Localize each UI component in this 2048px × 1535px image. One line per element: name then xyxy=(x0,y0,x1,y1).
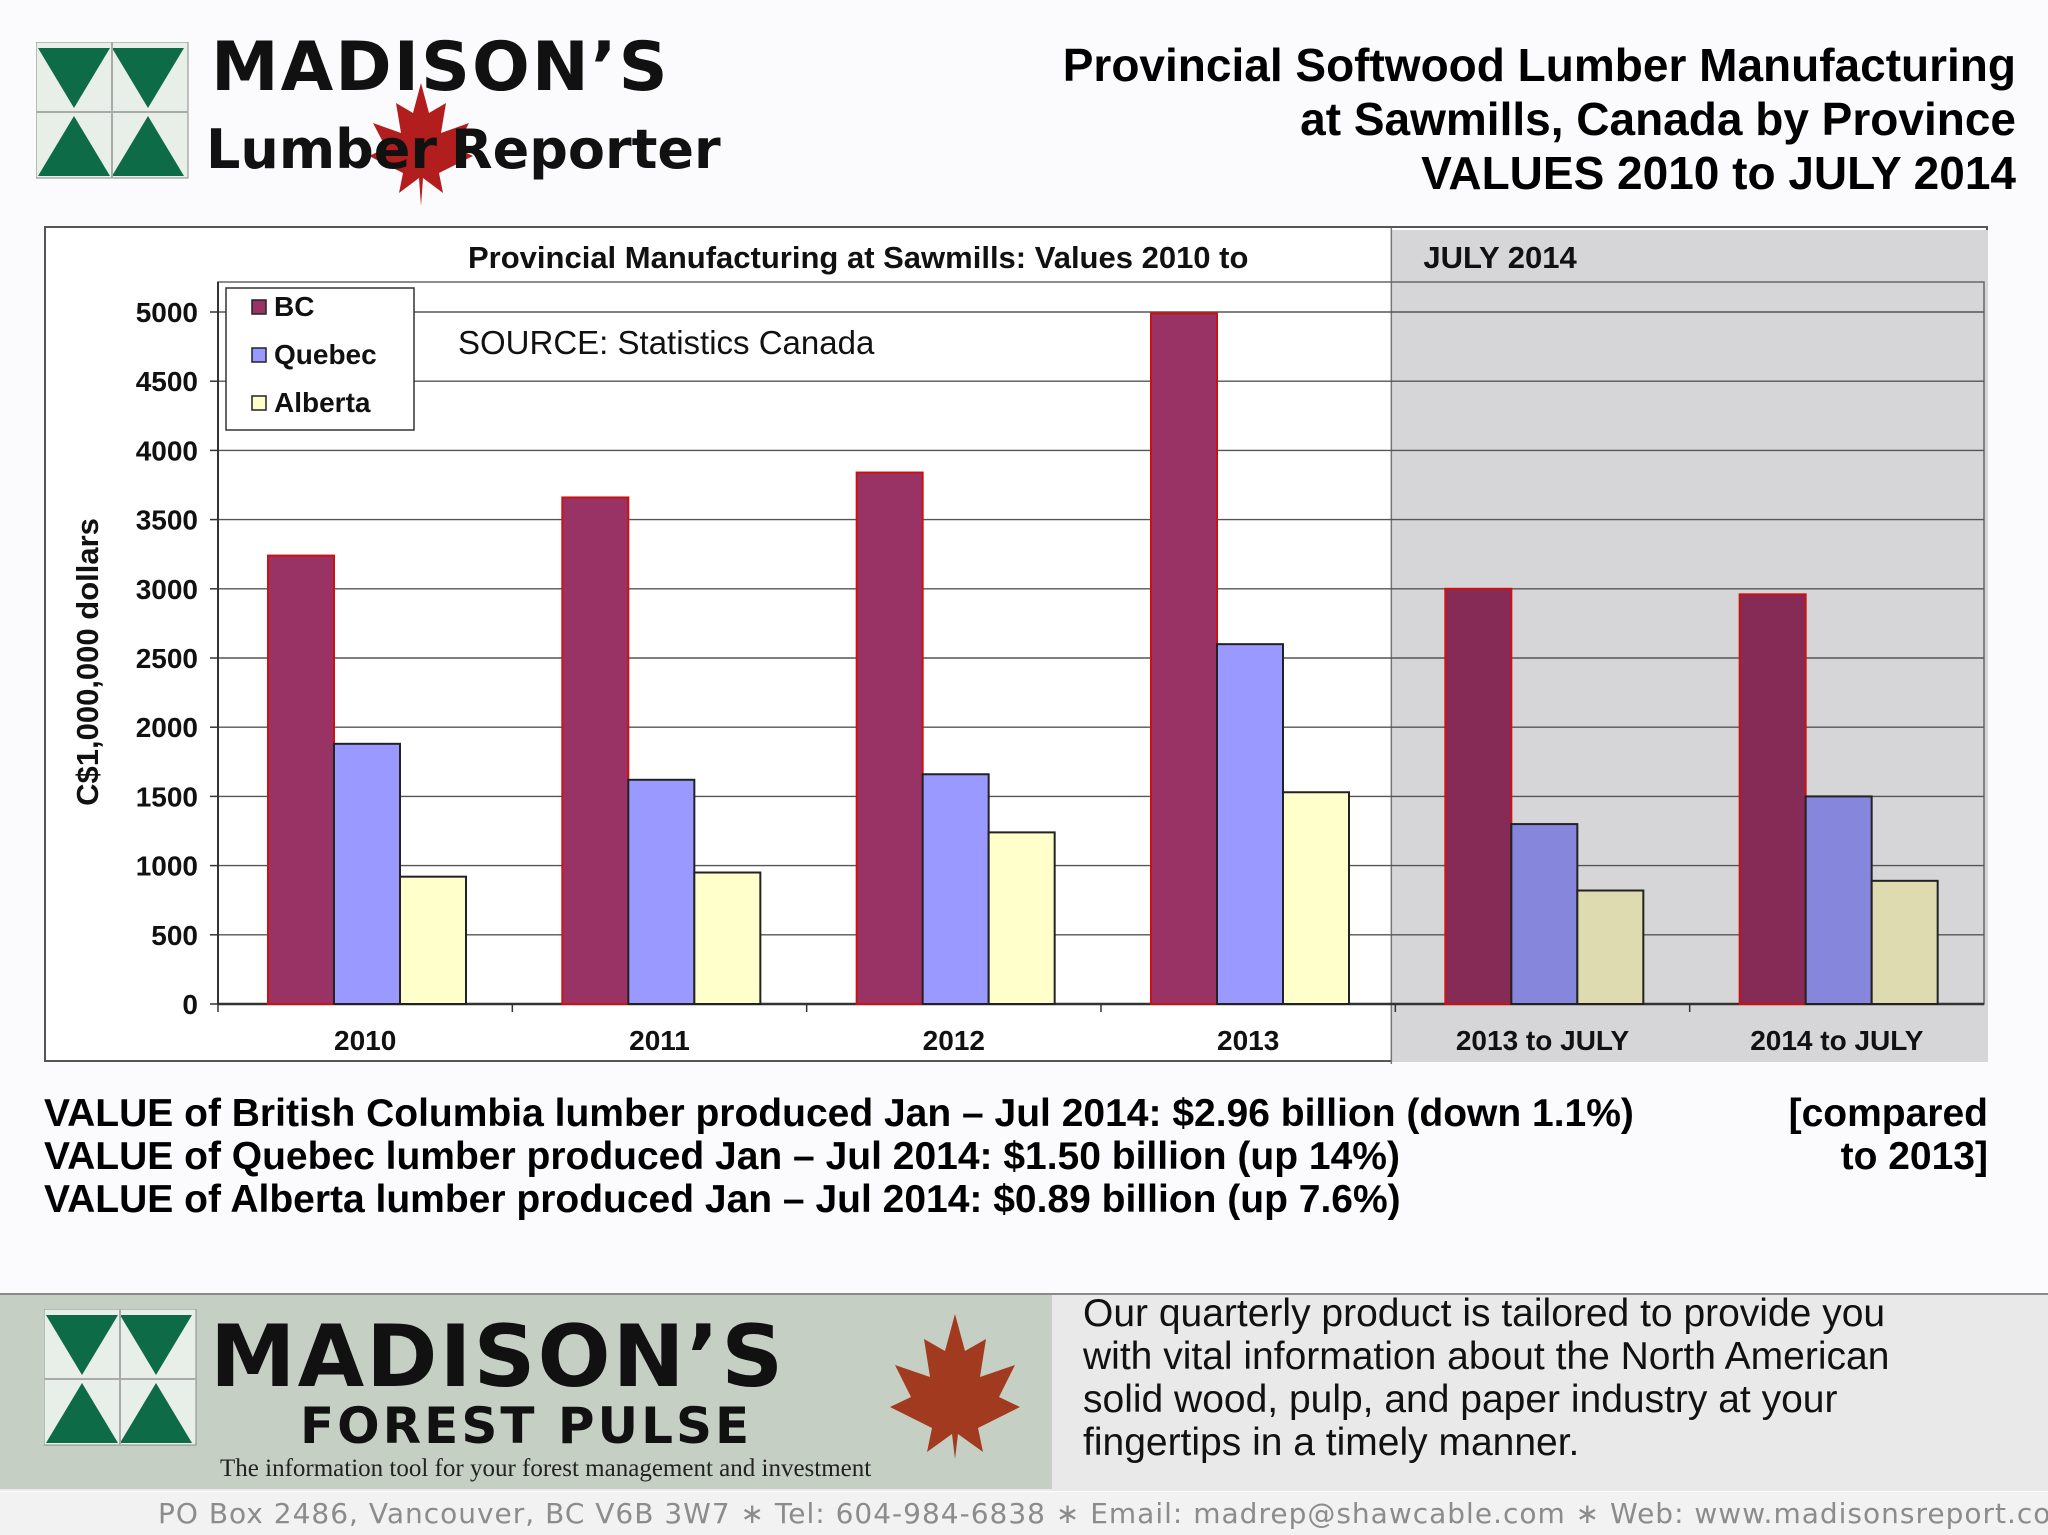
bar-alberta xyxy=(987,831,1056,1005)
summary-bc: VALUE of British Columbia lumber produce… xyxy=(44,1092,1634,1135)
page-title-line-3: VALUES 2010 to JULY 2014 xyxy=(1421,147,2016,199)
bar-alberta xyxy=(1870,879,1939,1005)
page-title-line-2: at Sawmills, Canada by Province xyxy=(1300,93,2016,145)
footer-logo-madisons: MADISON’S xyxy=(210,1307,786,1407)
triangle-logo-icon xyxy=(36,42,189,179)
bar-bc xyxy=(267,554,335,1005)
x-tick-label: 2013 xyxy=(1217,1025,1279,1056)
page-title-line-1: Provincial Softwood Lumber Manufacturing xyxy=(1062,39,2016,91)
x-tick-label: 2010 xyxy=(334,1025,396,1056)
y-tick-label: 5000 xyxy=(136,297,198,328)
y-axis-label: C$1,000,000 dollars xyxy=(70,518,105,806)
legend-label-alberta: Alberta xyxy=(274,387,371,418)
x-tick-label: 2011 xyxy=(629,1025,690,1056)
y-tick-label: 3000 xyxy=(136,574,198,605)
y-tick-label: 500 xyxy=(151,920,198,951)
summary-block: VALUE of British Columbia lumber produce… xyxy=(44,1092,2004,1221)
bar-quebec xyxy=(1510,823,1579,1006)
y-tick-label: 4500 xyxy=(136,366,198,397)
bar-bc xyxy=(855,471,924,1005)
legend-swatch-quebec xyxy=(251,347,267,363)
bar-alberta xyxy=(1282,791,1350,1005)
top-logo-madisons: MADISON’S xyxy=(211,28,670,107)
source-note: SOURCE: Statistics Canada xyxy=(458,324,875,361)
x-tick-label: 2012 xyxy=(923,1025,985,1056)
footer-blurb-line-2: with vital information about the North A… xyxy=(1083,1335,1890,1378)
footer-blurb: Our quarterly product is tailored to pro… xyxy=(1083,1292,2023,1464)
y-tick-label: 3500 xyxy=(136,505,198,536)
bar-bc xyxy=(1738,593,1807,1005)
compare-note-line-1: [compared xyxy=(1788,1092,1988,1135)
y-tick-label: 2500 xyxy=(136,643,198,674)
contact-bar xyxy=(0,1492,2048,1535)
y-tick-label: 1500 xyxy=(136,781,198,812)
chart-title: Provincial Manufacturing at Sawmills: Va… xyxy=(468,240,1248,275)
bar-quebec xyxy=(921,773,990,1005)
footer-tagline: The information tool for your forest man… xyxy=(220,1455,872,1482)
y-tick-label: 0 xyxy=(182,989,198,1020)
bar-bc xyxy=(1444,587,1513,1005)
footer-maple-leaf-icon xyxy=(890,1314,1020,1459)
page-title: Provincial Softwood Lumber Manufacturing… xyxy=(1063,38,2016,200)
bar-bc xyxy=(561,496,630,1005)
x-tick-label: 2013 to JULY xyxy=(1456,1025,1630,1056)
bar-bc xyxy=(1150,312,1218,1006)
bar-quebec xyxy=(1804,795,1873,1006)
y-tick-label: 4000 xyxy=(136,435,198,466)
y-tick-label: 1000 xyxy=(136,851,198,882)
legend-label-bc: BC xyxy=(274,291,314,322)
contact-info: PO Box 2486, Vancouver, BC V6B 3W7 ∗ Tel… xyxy=(158,1497,2048,1530)
bar-alberta xyxy=(693,871,762,1006)
top-logo-reporter: Reporter xyxy=(451,118,721,181)
chart-svg: 0 500 1000 1500 2000 2500 3000 3500 4000 4500 5000… xyxy=(70,228,1988,1064)
bar-quebec xyxy=(333,742,401,1005)
compare-note-line-2: to 2013] xyxy=(1840,1135,1988,1178)
footer-blurb-line-1: Our quarterly product is tailored to pro… xyxy=(1083,1292,1886,1335)
summary-quebec: VALUE of Quebec lumber produced Jan – Ju… xyxy=(44,1135,1400,1178)
footer-triangle-logo-icon xyxy=(44,1309,197,1446)
summary-alberta: VALUE of Alberta lumber produced Jan – J… xyxy=(44,1178,1401,1221)
x-tick-label: 2014 to JULY xyxy=(1750,1025,1924,1056)
footer-logo-forest-pulse: FOREST PULSE xyxy=(300,1397,753,1455)
forest-pulse-logo: MADISON’S FOREST PULSE The information t… xyxy=(0,1295,1052,1489)
top-logo-lumber: Lumber xyxy=(206,118,438,181)
chart-title-right: JULY 2014 xyxy=(1423,240,1577,275)
legend-swatch-bc xyxy=(251,299,267,315)
madisons-lumber-reporter-logo: MADISON’S Lumber Reporter xyxy=(36,28,721,206)
legend-label-quebec: Quebec xyxy=(274,339,377,370)
bar-quebec xyxy=(627,778,696,1005)
y-tick-label: 2000 xyxy=(136,712,198,743)
bar-alberta xyxy=(399,875,467,1005)
bar-quebec xyxy=(1216,643,1284,1005)
bar-chart: 0 500 1000 1500 2000 2500 3000 3500 4000 4500 5000… xyxy=(44,226,1988,1064)
footer-blurb-line-4: fingertips in a timely manner. xyxy=(1083,1421,1580,1464)
maple-leaf-icon xyxy=(369,83,473,206)
legend-swatch-alberta xyxy=(251,395,267,411)
compare-note: [compared to 2013] xyxy=(1789,1092,1988,1178)
footer-blurb-line-3: solid wood, pulp, and paper industry at … xyxy=(1083,1378,1838,1421)
bar-alberta xyxy=(1576,889,1645,1006)
